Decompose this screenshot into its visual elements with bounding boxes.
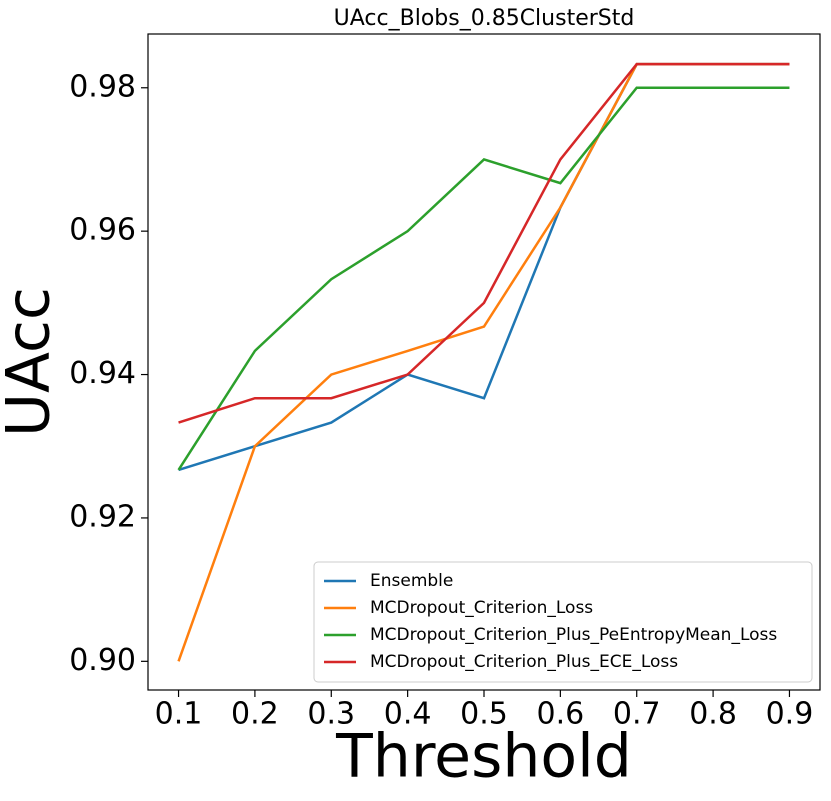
x-tick-label: 0.1 (155, 697, 203, 732)
x-tick-label: 0.2 (231, 697, 279, 732)
x-tick-label: 0.7 (613, 697, 661, 732)
line-series (178, 62, 790, 472)
x-tick-label: 0.9 (766, 697, 814, 732)
y-tick-label: 0.92 (69, 499, 136, 534)
line-series (178, 62, 790, 424)
plot-frame (147, 33, 821, 691)
y-tick-label: 0.90 (69, 643, 136, 678)
y-tick-label: 0.94 (69, 356, 136, 391)
x-tick-label: 0.4 (384, 697, 432, 732)
line-series (177, 86, 790, 471)
legend-label: Ensemble (370, 571, 453, 591)
legend-label: MCDropout_Criterion_Plus_PeEntropyMean_L… (370, 625, 777, 645)
x-tick-label: 0.8 (689, 697, 737, 732)
y-tick-label: 0.96 (69, 213, 136, 248)
legend-box (313, 561, 813, 683)
x-tick-label: 0.5 (460, 697, 508, 732)
y-axis-label: UAcc (0, 287, 64, 437)
legend-label: MCDropout_Criterion_Plus_ECE_Loss (370, 652, 678, 672)
x-tick-label: 0.6 (537, 697, 585, 732)
y-tick-label: 0.98 (69, 69, 136, 104)
x-tick-label: 0.3 (307, 697, 355, 732)
legend-label: MCDropout_Criterion_Loss (370, 598, 593, 618)
chart-title: UAcc_Blobs_0.85ClusterStd (334, 6, 635, 31)
x-axis-label: Threshold (335, 722, 632, 792)
